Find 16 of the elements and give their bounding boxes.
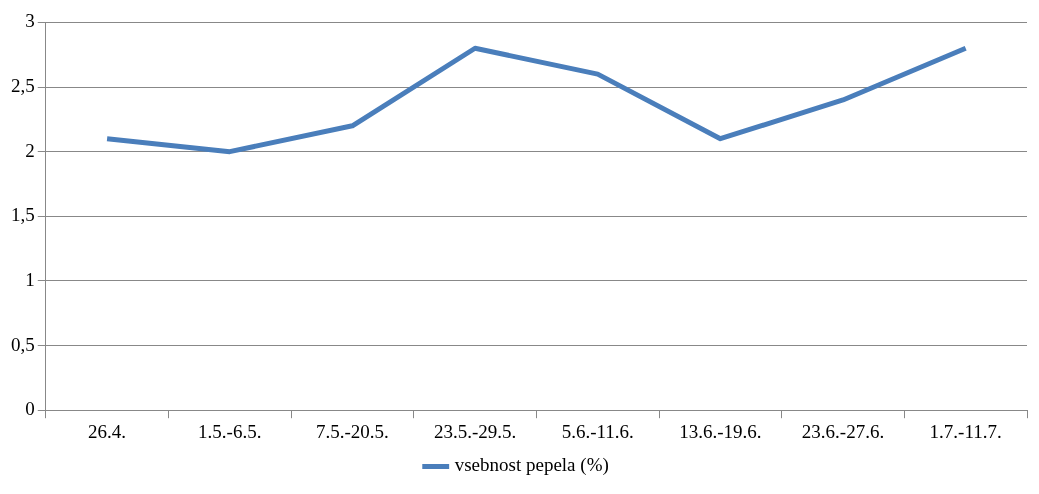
x-tick-label: 26.4.	[88, 420, 127, 442]
y-tick-label: 2,5	[11, 75, 35, 97]
y-tick-label: 0,5	[11, 333, 35, 355]
x-tick-label: 13.6.-19.6.	[679, 420, 762, 442]
legend-label: vsebnost pepela (%)	[454, 454, 609, 477]
x-tick-label: 23.6.-27.6.	[801, 420, 885, 442]
x-tick-label: 1.5.-6.5.	[198, 420, 262, 442]
y-tick-label: 1,5	[11, 204, 35, 226]
x-tick-label: 5.6.-11.6.	[561, 420, 634, 442]
y-tick-label: 1	[25, 268, 35, 290]
x-tick-label: 7.5.-20.5.	[315, 420, 389, 442]
x-tick-label: 23.5.-29.5.	[433, 420, 517, 442]
y-tick-label: 0	[25, 398, 35, 420]
x-tick-label: 1.7.-11.7.	[929, 420, 1002, 442]
y-tick-label: 2	[25, 139, 35, 161]
y-tick-label: 3	[25, 10, 35, 32]
